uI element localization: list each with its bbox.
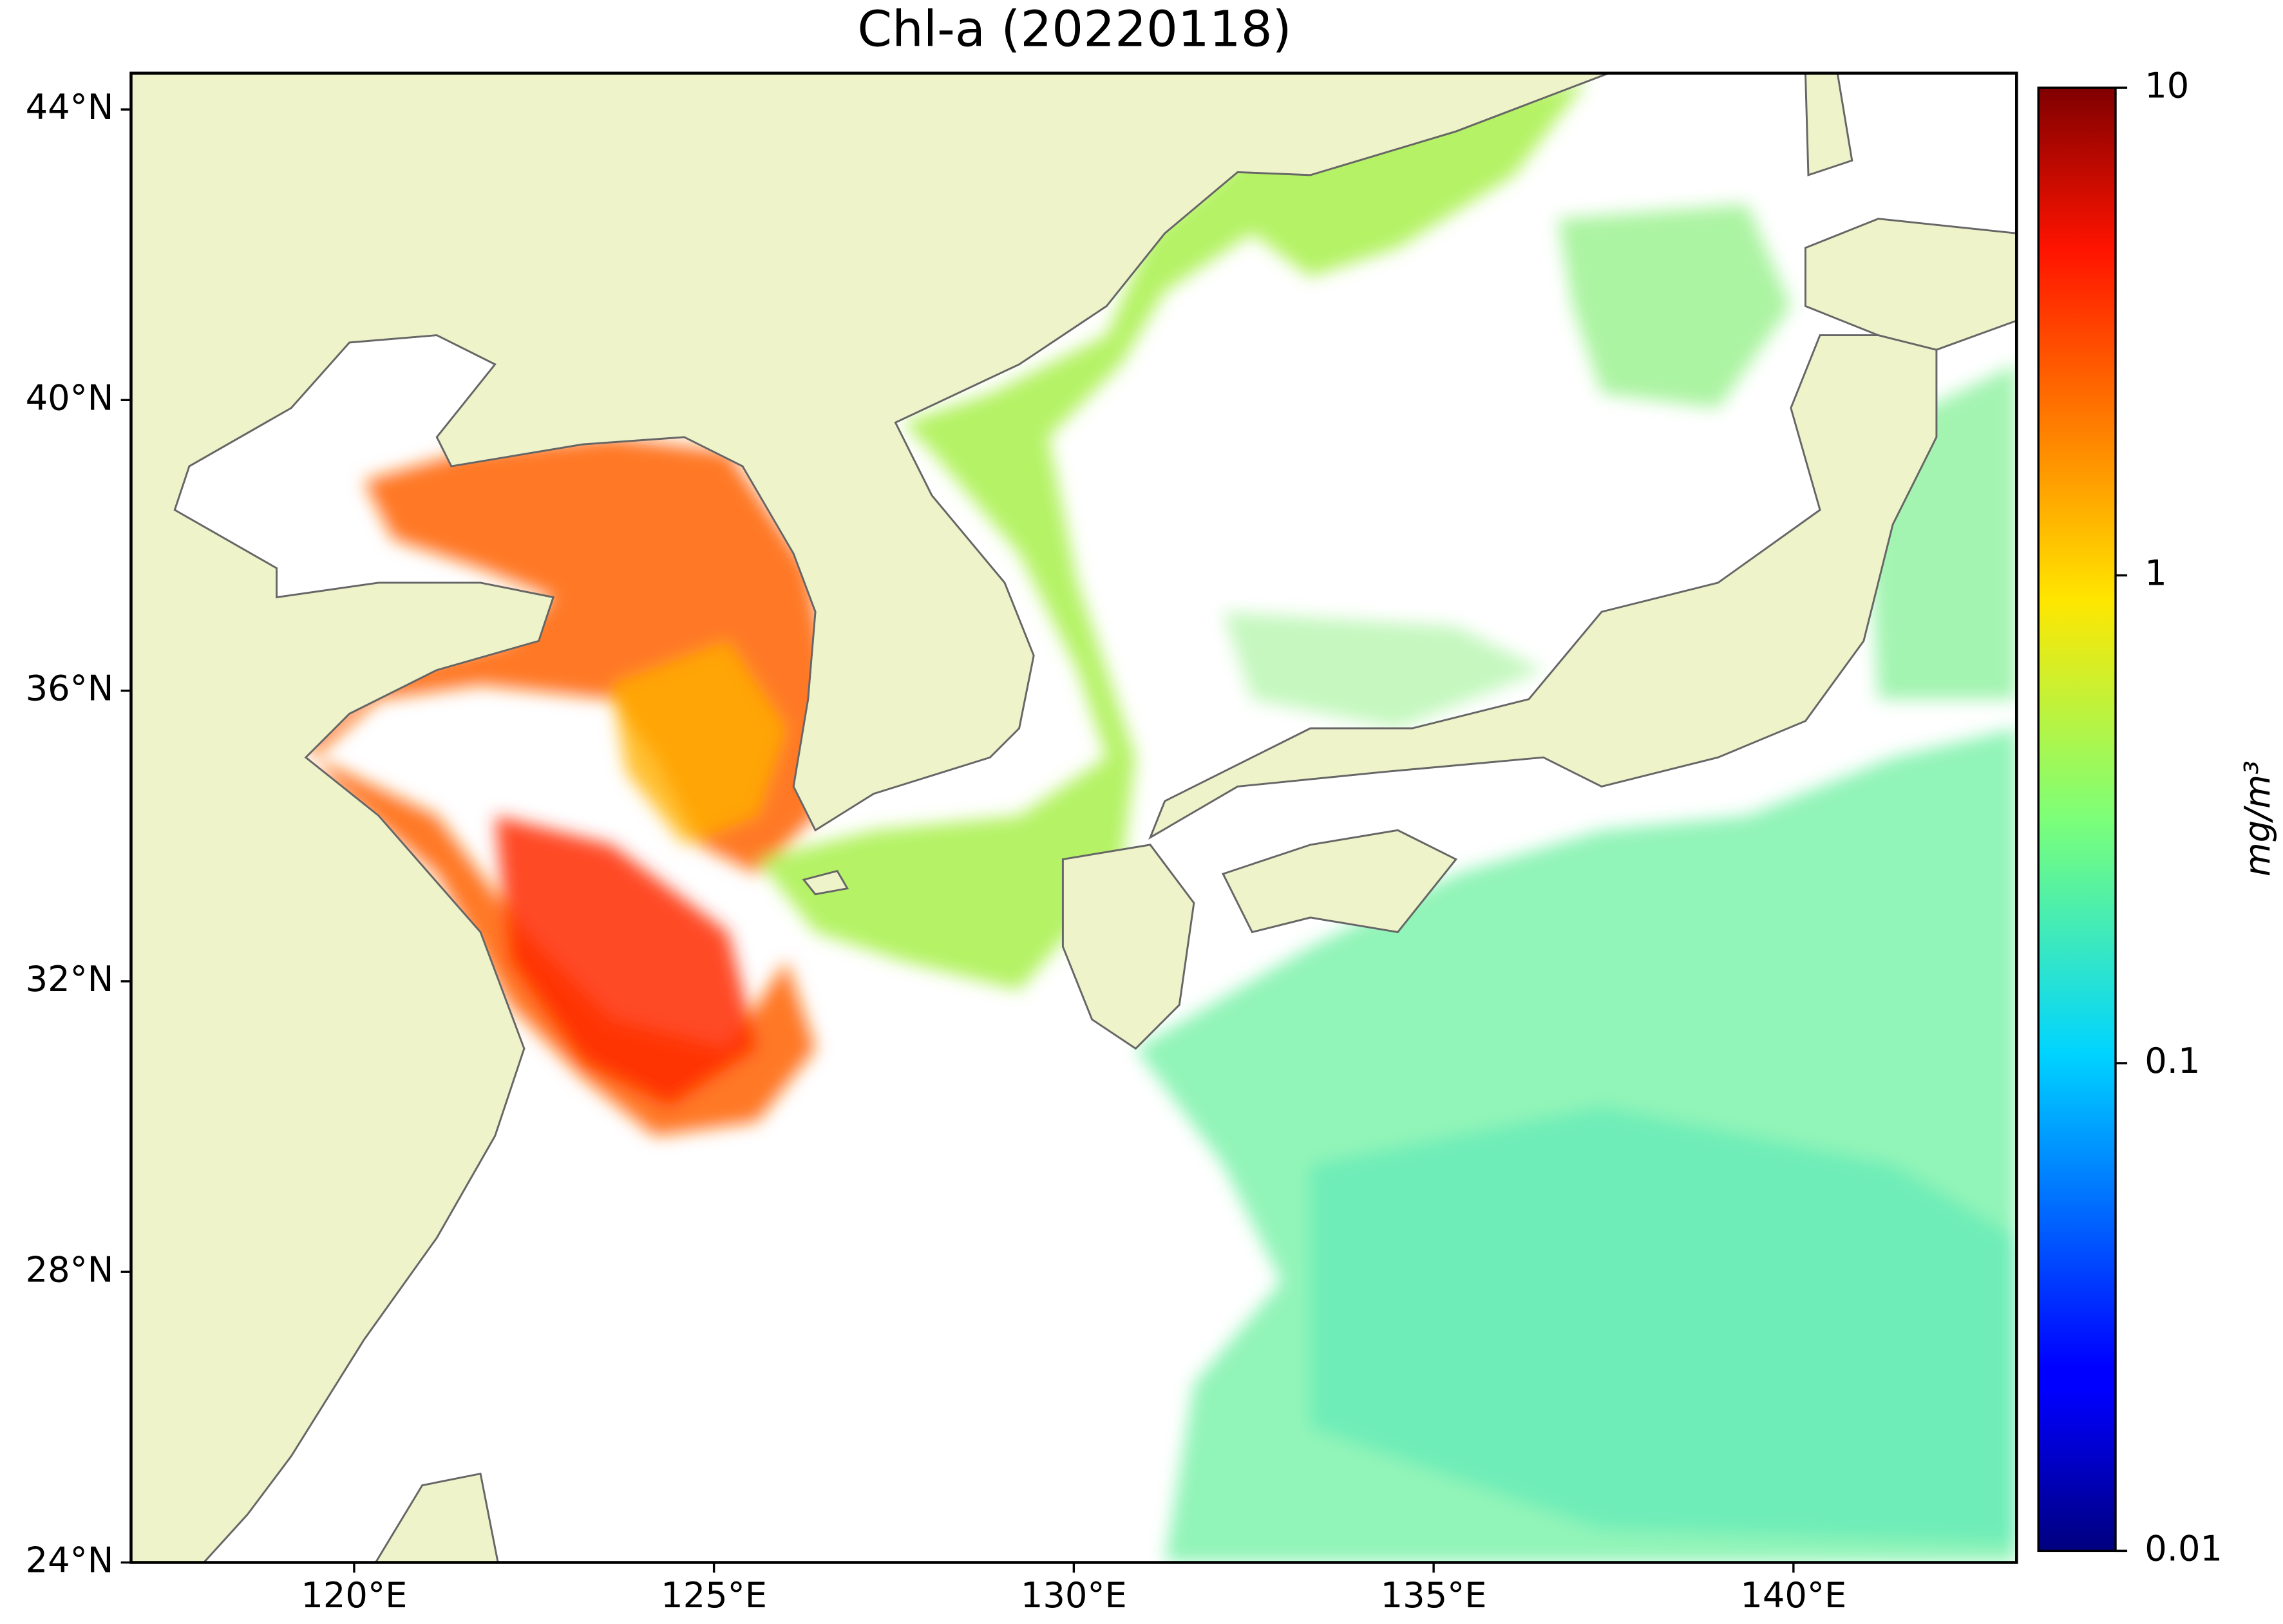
land — [131, 73, 2017, 1563]
colorbar-label: mg/m³ — [2237, 760, 2278, 876]
y-tick-label: 24°N — [26, 1540, 114, 1581]
y-tick-label: 28°N — [26, 1249, 114, 1290]
colorbar — [2037, 86, 2117, 1553]
map-area — [131, 73, 2017, 1563]
colorbar-tick-label: 0.01 — [2145, 1529, 2222, 1569]
x-tick-label: 120°E — [301, 1575, 407, 1616]
y-tick-label: 36°N — [26, 668, 114, 709]
mainland — [131, 73, 1609, 1563]
taiwan — [374, 1472, 499, 1563]
x-tick-label: 130°E — [1021, 1575, 1127, 1616]
y-tick-label: 32°N — [26, 959, 114, 999]
x-tick-label: 140°E — [1740, 1575, 1846, 1616]
colorbar-tick-label: 10 — [2145, 65, 2189, 106]
jeju — [802, 869, 849, 896]
colorbar-tick-label: 1 — [2145, 553, 2167, 594]
x-tick-label: 125°E — [661, 1575, 767, 1616]
y-tick-label: 40°N — [26, 377, 114, 418]
x-tick-label: 135°E — [1381, 1575, 1487, 1616]
shikoku — [1222, 829, 1458, 934]
sakhalin — [1804, 73, 1853, 176]
map-title: Chl-a (20220118) — [857, 1, 1291, 58]
hokkaido — [1804, 218, 2017, 351]
kyushu — [1061, 844, 1195, 1050]
y-tick-label: 44°N — [26, 87, 114, 127]
colorbar-tick-label: 0.1 — [2145, 1041, 2200, 1081]
